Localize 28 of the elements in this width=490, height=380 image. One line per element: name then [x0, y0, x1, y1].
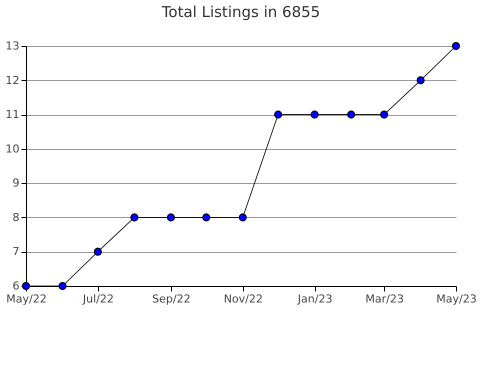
point	[416, 76, 425, 84]
y-tick-label: 6	[12, 280, 20, 292]
point	[202, 213, 210, 222]
x-tick-label: Jan/23	[296, 292, 332, 306]
y-tick-label: 12	[6, 74, 20, 87]
y-tick-label: 10	[6, 142, 20, 156]
point	[58, 282, 67, 290]
y-tick-label: 7	[12, 245, 20, 258]
point	[94, 248, 102, 256]
y-tick-label: 13	[6, 40, 20, 52]
x-tick-label: Nov/22	[224, 292, 263, 306]
point	[238, 213, 247, 222]
y-tick-label: 9	[12, 176, 20, 190]
x-tick-label: Mar/23	[365, 292, 404, 306]
point	[310, 110, 319, 119]
point	[380, 110, 388, 119]
x-tick-label: May/23	[436, 292, 477, 306]
x-tick-label: Jul/22	[82, 292, 114, 306]
y-tick-label: 8	[12, 210, 20, 224]
x-tick-label: Sep/22	[152, 292, 191, 306]
x-tick-label: May/22	[6, 292, 47, 306]
point	[166, 213, 175, 222]
chart-title: Total Listings in 6855	[160, 3, 320, 21]
y-tick-label: 11	[6, 108, 20, 122]
point	[274, 110, 282, 119]
point	[452, 42, 460, 50]
point	[347, 110, 356, 119]
point	[130, 213, 138, 222]
